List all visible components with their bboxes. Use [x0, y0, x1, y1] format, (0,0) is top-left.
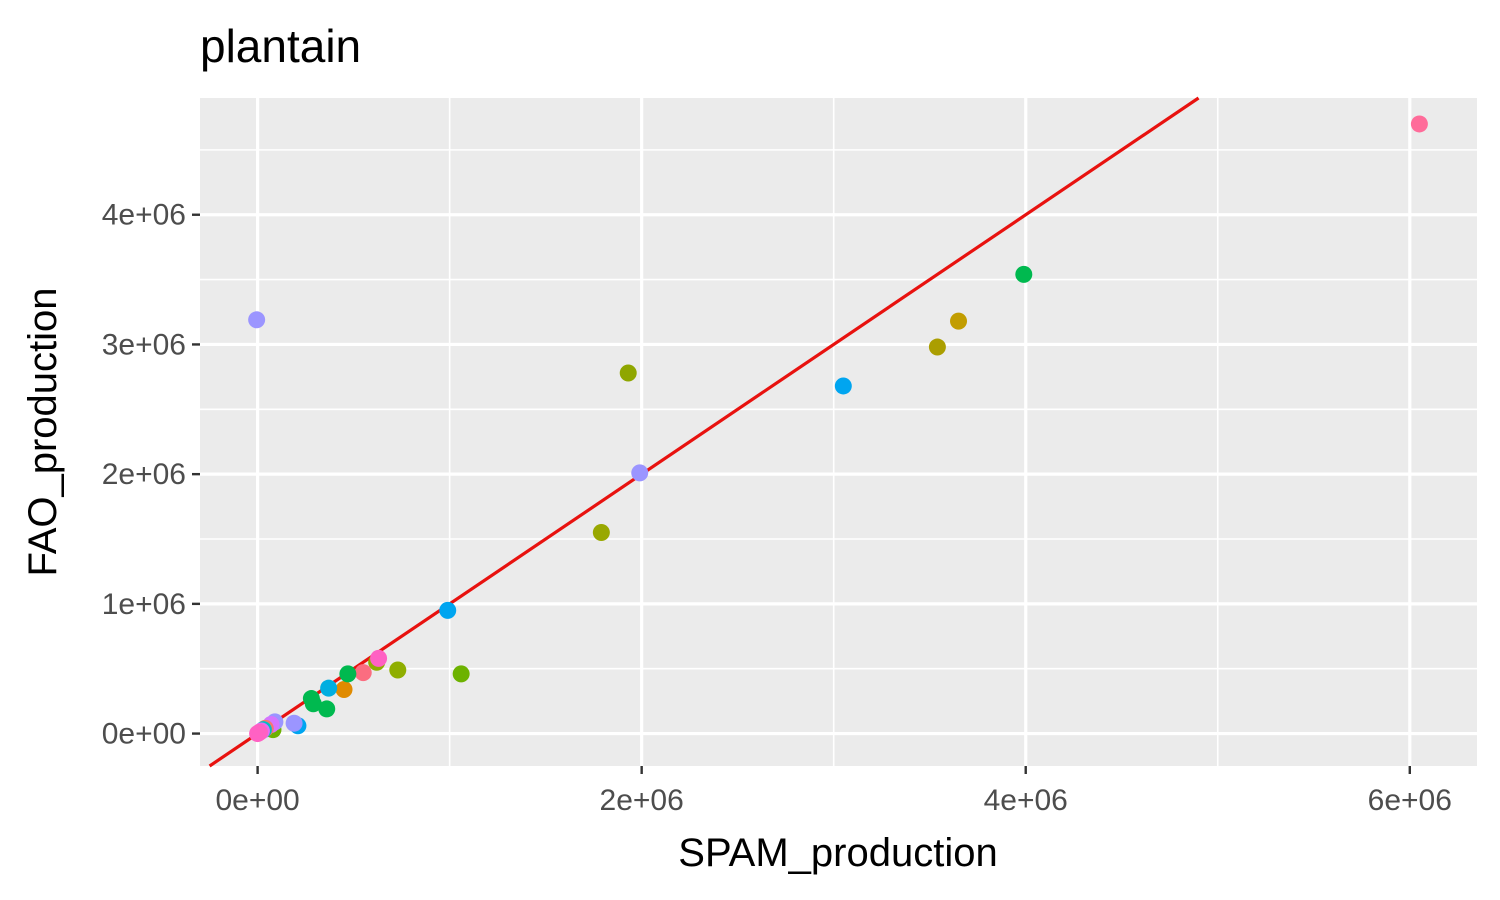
x-tick-label: 4e+06	[984, 784, 1068, 817]
minor-gridlines	[200, 98, 1477, 766]
plot-panel	[200, 98, 1477, 766]
data-point	[304, 695, 322, 713]
data-point	[592, 524, 610, 542]
data-point	[439, 601, 457, 619]
data-point	[950, 312, 968, 330]
y-tick-label: 3e+06	[102, 328, 186, 361]
data-point	[248, 311, 266, 329]
y-tick-label: 0e+00	[102, 718, 186, 751]
data-point	[339, 665, 357, 683]
x-tick-label: 0e+00	[215, 784, 299, 817]
y-tick-label: 4e+06	[102, 199, 186, 232]
x-tick-label: 2e+06	[600, 784, 684, 817]
data-point	[335, 680, 353, 698]
y-tick-label: 1e+06	[102, 588, 186, 621]
data-point	[249, 725, 267, 743]
data-point	[452, 665, 470, 683]
data-point	[1015, 265, 1033, 283]
y-axis-title: FAO_production	[21, 287, 65, 576]
data-point	[320, 679, 338, 697]
y-tick-label: 2e+06	[102, 458, 186, 491]
x-axis: 0e+00 2e+06 4e+06 6e+06	[215, 766, 1452, 817]
data-point	[619, 364, 637, 382]
data-points	[248, 115, 1428, 743]
data-point	[631, 464, 649, 482]
x-axis-title: SPAM_production	[678, 831, 997, 875]
data-point	[354, 664, 372, 682]
chart-title: plantain	[200, 20, 361, 72]
data-point	[1410, 115, 1428, 133]
y-axis: 0e+00 1e+06 2e+06 3e+06 4e+06	[102, 199, 200, 751]
data-point	[370, 649, 388, 667]
data-point	[285, 714, 303, 732]
data-point	[389, 661, 407, 679]
data-point	[928, 338, 946, 356]
major-gridlines	[200, 98, 1477, 766]
x-tick-label: 6e+06	[1368, 784, 1452, 817]
data-point	[834, 377, 852, 395]
data-point	[318, 700, 336, 718]
